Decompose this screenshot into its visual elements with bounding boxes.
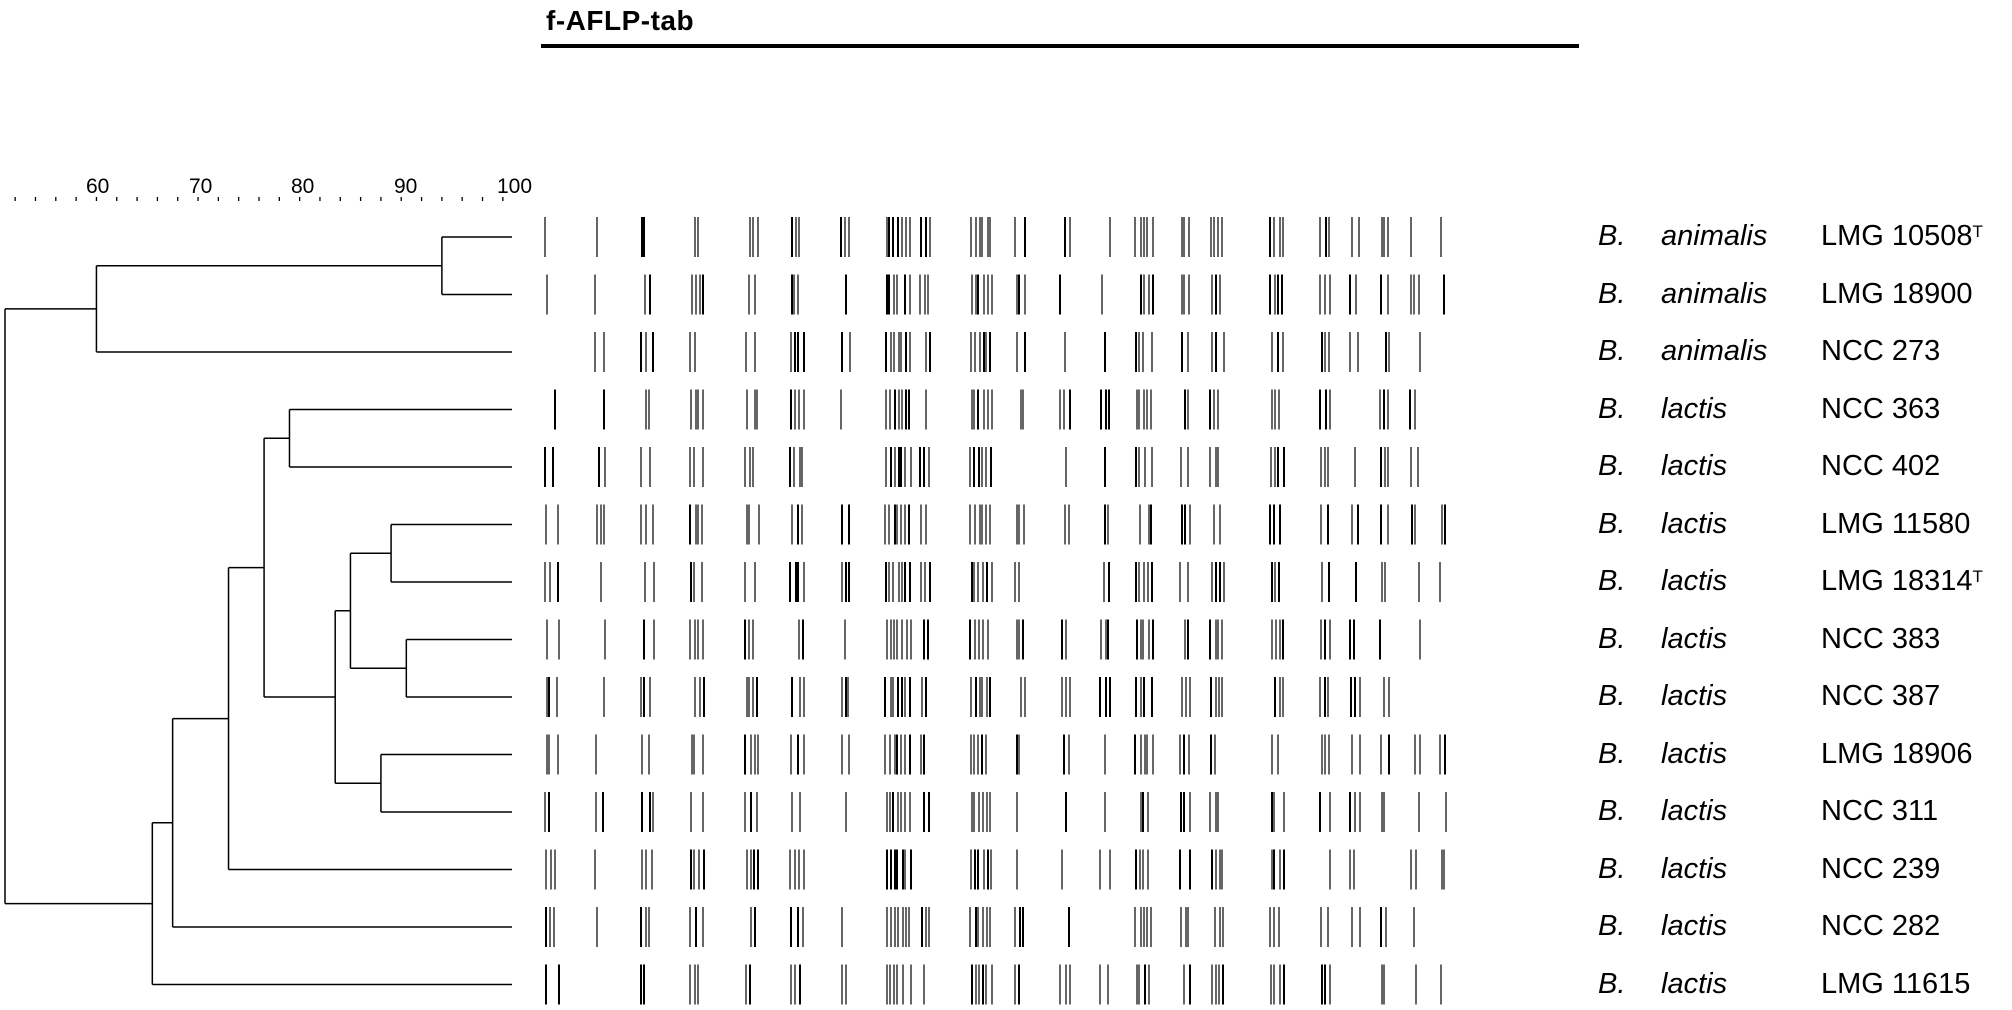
species-label: lactis <box>1661 852 1728 885</box>
strain-row: B. lactis LMG 18314T <box>0 561 2012 601</box>
species-label: animalis <box>1661 335 1768 367</box>
strain-id: NCC 387 <box>1821 676 1940 716</box>
strain-id: NCC 402 <box>1821 446 1940 486</box>
species-label: lactis <box>1661 967 1728 1000</box>
genus-label: B. <box>1598 737 1626 770</box>
strain-row: B. lactis NCC 282 <box>0 906 2012 946</box>
strain-id: NCC 311 <box>1821 791 1938 831</box>
strain-row: B. lactis LMG 11580 <box>0 504 2012 544</box>
strain-id-text: NCC 363 <box>1821 392 1941 425</box>
species-label: lactis <box>1661 565 1728 597</box>
genus-label: B. <box>1598 967 1626 1000</box>
strain-row: B. lactis NCC 363 <box>0 389 2012 429</box>
strain-id: LMG 10508T <box>1821 216 1983 256</box>
strain-id-text: LMG 18314 <box>1821 565 1973 597</box>
species-label: animalis <box>1661 277 1768 310</box>
type-strain-mark: T <box>1972 222 1983 241</box>
species-label: lactis <box>1661 680 1728 712</box>
strain-id: LMG 18314T <box>1821 561 1983 601</box>
strain-row: B. lactis NCC 239 <box>0 849 2012 889</box>
scale-label: 100 <box>497 175 533 198</box>
genus-label: B. <box>1598 507 1626 540</box>
species-label: lactis <box>1661 795 1728 827</box>
strain-id-text: LMG 10508 <box>1821 220 1973 252</box>
strain-row: B. animalis NCC 273 <box>0 331 2012 371</box>
genus-label: B. <box>1598 565 1626 597</box>
strain-id-text: NCC 282 <box>1821 910 1941 942</box>
strain-row: B. animalis LMG 18900 <box>0 274 2012 314</box>
species-label: lactis <box>1661 450 1728 482</box>
species-label: lactis <box>1661 507 1728 540</box>
species-label: lactis <box>1661 737 1728 770</box>
species-label: lactis <box>1661 622 1728 655</box>
genus-label: B. <box>1598 910 1626 942</box>
strain-id: LMG 11615 <box>1821 964 1970 1004</box>
strain-row: B. lactis NCC 383 <box>0 619 2012 659</box>
genus-label: B. <box>1598 220 1626 252</box>
strain-id-text: LMG 11615 <box>1821 967 1971 1000</box>
strain-id-text: NCC 383 <box>1821 622 1941 655</box>
strain-id: NCC 363 <box>1821 389 1940 429</box>
strain-row: B. lactis NCC 387 <box>0 676 2012 716</box>
scale-label: 60 <box>86 175 110 198</box>
figure-title: f-AFLP-tab <box>546 5 695 36</box>
title-underline <box>541 44 1579 48</box>
strain-id-text: LMG 11580 <box>1821 507 1971 540</box>
dendrogram <box>4 197 512 986</box>
strain-id-text: LMG 18900 <box>1821 277 1973 310</box>
strain-id-text: NCC 402 <box>1821 450 1941 482</box>
scale-label: 90 <box>394 175 418 198</box>
type-strain-mark: T <box>1972 567 1983 586</box>
strain-id: NCC 239 <box>1821 849 1940 889</box>
genus-label: B. <box>1598 852 1626 885</box>
strain-id-text: LMG 18906 <box>1821 737 1973 770</box>
species-label: lactis <box>1661 910 1728 942</box>
strain-id: NCC 383 <box>1821 619 1940 659</box>
strain-row: B. lactis LMG 18906 <box>0 734 2012 774</box>
genus-label: B. <box>1598 795 1626 827</box>
species-label: lactis <box>1661 392 1728 425</box>
strain-row: B. lactis NCC 402 <box>0 446 2012 486</box>
strain-id: NCC 273 <box>1821 331 1940 371</box>
strain-id: LMG 18900 <box>1821 274 1973 314</box>
genus-label: B. <box>1598 680 1626 712</box>
strain-row: B. lactis NCC 311 <box>0 791 2012 831</box>
aflp-band-patterns <box>544 217 1447 1005</box>
scale-label: 80 <box>291 175 315 198</box>
strain-id-text: NCC 311 <box>1821 795 1939 827</box>
species-label: animalis <box>1661 220 1768 252</box>
strain-id-text: NCC 387 <box>1821 680 1941 712</box>
strain-id: NCC 282 <box>1821 906 1940 946</box>
genus-label: B. <box>1598 622 1626 655</box>
strain-id-text: NCC 239 <box>1821 852 1941 885</box>
strain-id: LMG 11580 <box>1821 504 1970 544</box>
strain-id: LMG 18906 <box>1821 734 1973 774</box>
genus-label: B. <box>1598 335 1626 367</box>
strain-row: B. lactis LMG 11615 <box>0 964 2012 1004</box>
strain-row: B. animalis LMG 10508T <box>0 216 2012 256</box>
genus-label: B. <box>1598 450 1626 482</box>
strain-id-text: NCC 273 <box>1821 335 1941 367</box>
genus-label: B. <box>1598 277 1626 310</box>
genus-label: B. <box>1598 392 1626 425</box>
scale-label: 70 <box>189 175 213 198</box>
